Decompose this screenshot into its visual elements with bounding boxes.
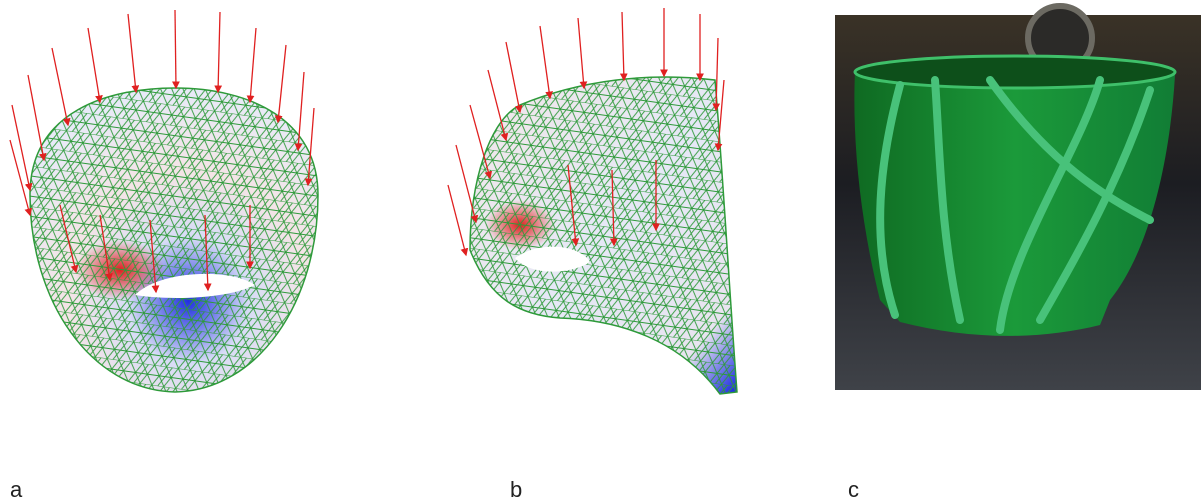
panel-label: a [10,477,23,502]
panel-a [10,10,318,392]
panel-c [835,6,1201,390]
mesh-wire [470,77,737,394]
panel-b [448,8,737,394]
mesh-wire [30,88,318,392]
panel-label: c [848,477,859,502]
figure: a b c [0,0,1201,502]
panel-label: b [510,477,522,502]
page: a b c (() => { const data = JSON.parse(d… [0,0,1201,502]
